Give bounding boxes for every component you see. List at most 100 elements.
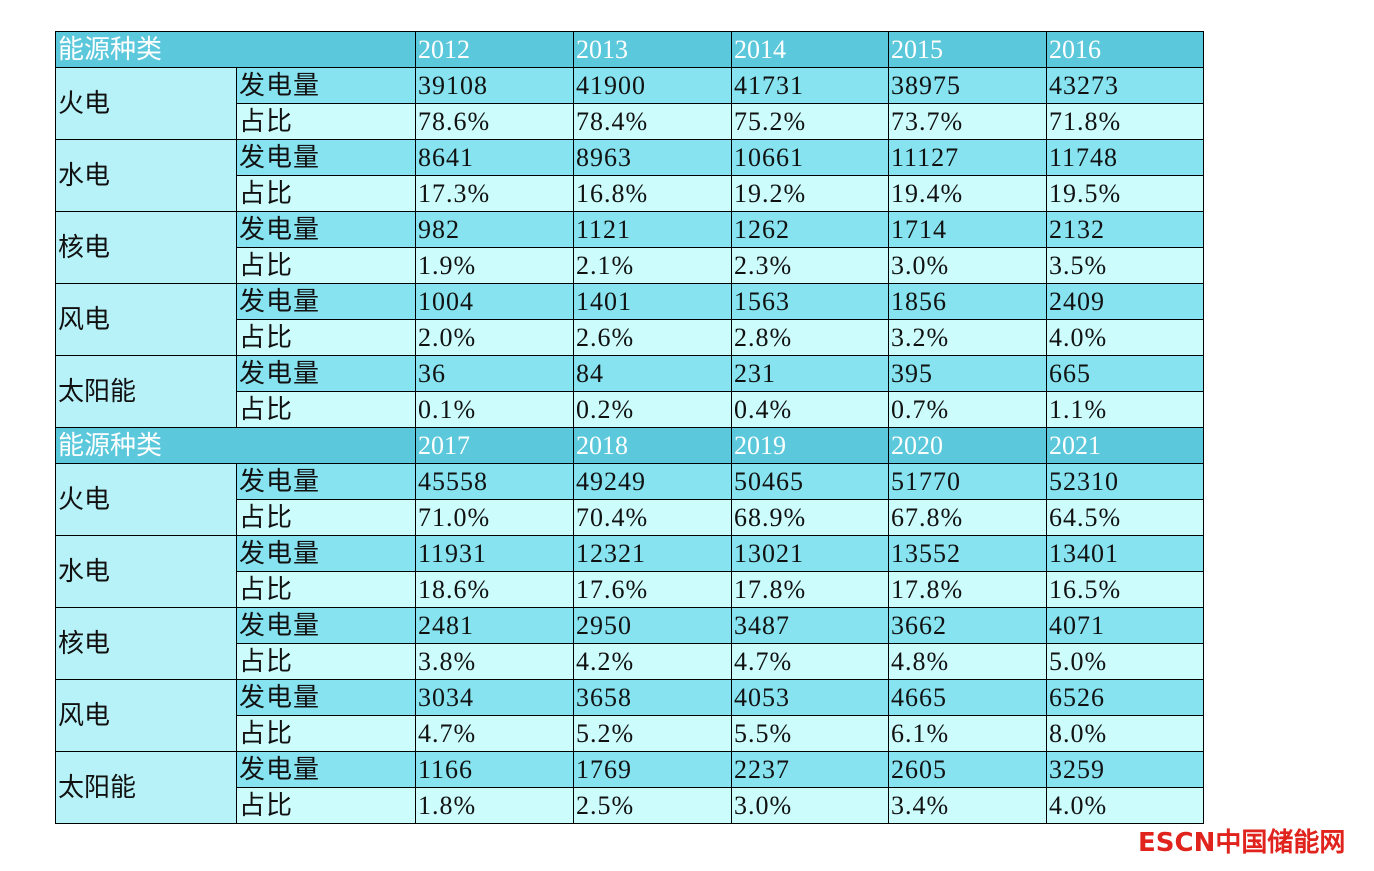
table-cell: 70.4% [573, 499, 732, 536]
table-cell: 发电量 [236, 67, 416, 104]
table-cell: 8.0% [1046, 715, 1204, 752]
table-cell: 1856 [888, 283, 1047, 320]
table-cell: 4.8% [888, 643, 1047, 680]
table-cell: 10661 [731, 139, 889, 176]
table-cell: 风电 [55, 679, 237, 752]
table-cell: 占比 [236, 715, 416, 752]
table-cell: 4665 [888, 679, 1047, 716]
table-cell: 2132 [1046, 211, 1204, 248]
table-cell: 1563 [731, 283, 889, 320]
watermark: ESCN中国储能网 [1138, 828, 1346, 858]
table-cell: 太阳能 [55, 751, 237, 824]
table-row: 占比 2.0% 2.6% 2.8% 3.2% 4.0% [56, 319, 1204, 356]
table-cell: 2409 [1046, 283, 1204, 320]
table-cell: 火电 [55, 67, 237, 140]
table-cell: 18.6% [415, 571, 574, 608]
table-cell: 2021 [1046, 427, 1204, 464]
table-cell: 太阳能 [55, 355, 237, 428]
table-cell: 41731 [731, 67, 889, 104]
table-row: 占比 3.8% 4.2% 4.7% 4.8% 5.0% [56, 643, 1204, 680]
table-row: 风电 发电量 1004 1401 1563 1856 2409 [55, 283, 1204, 356]
table-cell: 2237 [731, 751, 889, 788]
table-cell: 1.9% [415, 247, 574, 284]
table-cell: 能源种类 [55, 31, 416, 68]
table-row: 占比 78.6% 78.4% 75.2% 73.7% 71.8% [56, 103, 1204, 140]
table-cell: 0.4% [731, 391, 889, 428]
table-cell: 2950 [573, 607, 732, 644]
table-row: 风电 发电量 3034 3658 4053 4665 6526 [55, 679, 1204, 752]
table-cell: 231 [731, 355, 889, 392]
table-cell: 71.8% [1046, 103, 1204, 140]
table-row: 水电 发电量 11931 12321 13021 13552 13401 [55, 535, 1204, 608]
table-row: 核电 发电量 2481 2950 3487 3662 4071 [55, 607, 1204, 680]
table-cell: 43273 [1046, 67, 1204, 104]
table-row: 能源种类 2017 2018 2019 2020 2021 [55, 427, 1204, 464]
table-cell: 占比 [236, 643, 416, 680]
table-cell: 3.4% [888, 787, 1047, 824]
table-cell: 50465 [731, 463, 889, 500]
table-cell: 13021 [731, 535, 889, 572]
table-cell: 73.7% [888, 103, 1047, 140]
table-cell: 0.2% [573, 391, 732, 428]
table-cell: 39108 [415, 67, 574, 104]
table-cell: 1714 [888, 211, 1047, 248]
table-cell: 38975 [888, 67, 1047, 104]
table-cell: 占比 [236, 499, 416, 536]
table-cell: 17.8% [731, 571, 889, 608]
table-cell: 84 [573, 355, 732, 392]
table-cell: 2481 [415, 607, 574, 644]
table-cell: 4.7% [415, 715, 574, 752]
table-cell: 16.5% [1046, 571, 1204, 608]
table-cell: 12321 [573, 535, 732, 572]
table-cell: 6526 [1046, 679, 1204, 716]
table-row: 占比 4.7% 5.2% 5.5% 6.1% 8.0% [56, 715, 1204, 752]
table-cell: 11748 [1046, 139, 1204, 176]
table-cell: 1.8% [415, 787, 574, 824]
table-cell: 占比 [236, 247, 416, 284]
table-cell: 41900 [573, 67, 732, 104]
table-cell: 68.9% [731, 499, 889, 536]
table-cell: 风电 [55, 283, 237, 356]
table-cell: 1401 [573, 283, 732, 320]
table-cell: 5.0% [1046, 643, 1204, 680]
table-cell: 1.1% [1046, 391, 1204, 428]
table-cell: 71.0% [415, 499, 574, 536]
table-cell: 8963 [573, 139, 732, 176]
table-cell: 3.0% [731, 787, 889, 824]
table-cell: 36 [415, 355, 574, 392]
table-cell: 4.2% [573, 643, 732, 680]
table-cell: 3.5% [1046, 247, 1204, 284]
table-cell: 45558 [415, 463, 574, 500]
table-cell: 19.2% [731, 175, 889, 212]
table-cell: 51770 [888, 463, 1047, 500]
table-cell: 占比 [236, 571, 416, 608]
table-cell: 发电量 [236, 607, 416, 644]
table-cell: 2.3% [731, 247, 889, 284]
table-cell: 占比 [236, 319, 416, 356]
table-cell: 17.6% [573, 571, 732, 608]
table-cell: 3.0% [888, 247, 1047, 284]
table-cell: 13552 [888, 535, 1047, 572]
table-cell: 3.8% [415, 643, 574, 680]
table-cell: 发电量 [236, 211, 416, 248]
table-cell: 3259 [1046, 751, 1204, 788]
table-cell: 4.0% [1046, 787, 1204, 824]
table-cell: 2020 [888, 427, 1047, 464]
table-cell: 发电量 [236, 751, 416, 788]
table-cell: 67.8% [888, 499, 1047, 536]
table-cell: 1004 [415, 283, 574, 320]
table-cell: 火电 [55, 463, 237, 536]
table-cell: 2016 [1046, 31, 1204, 68]
table-cell: 64.5% [1046, 499, 1204, 536]
table-cell: 19.5% [1046, 175, 1204, 212]
table-cell: 4.7% [731, 643, 889, 680]
table-cell: 2.6% [573, 319, 732, 356]
table-cell: 78.6% [415, 103, 574, 140]
table-cell: 3487 [731, 607, 889, 644]
table-row: 占比 1.8% 2.5% 3.0% 3.4% 4.0% [56, 787, 1204, 824]
table-cell: 占比 [236, 103, 416, 140]
table-cell: 核电 [55, 607, 237, 680]
table-cell: 2012 [415, 31, 574, 68]
table-cell: 19.4% [888, 175, 1047, 212]
table-cell: 665 [1046, 355, 1204, 392]
